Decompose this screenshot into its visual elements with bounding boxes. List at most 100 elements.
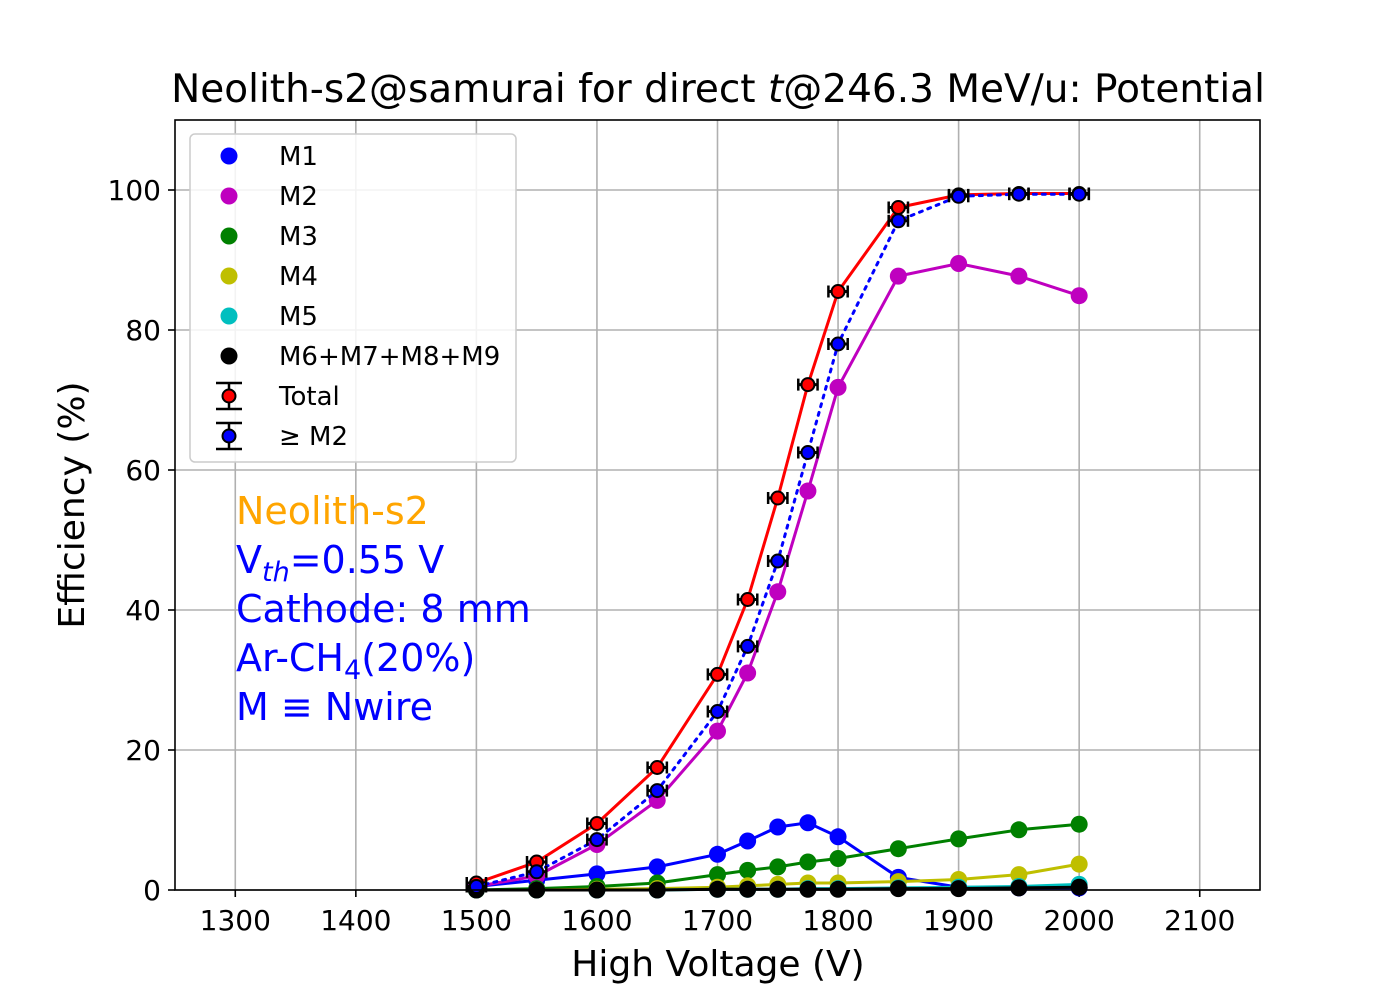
- data-point: [830, 284, 846, 299]
- data-point: [799, 814, 817, 832]
- series-line: [474, 192, 1081, 888]
- data-point: [1010, 879, 1028, 897]
- data-point: [1070, 878, 1088, 896]
- data-point: [829, 378, 847, 396]
- legend-marker: [220, 347, 238, 365]
- chart-title-suffix: @246.3 MeV/u: Potential: [783, 67, 1265, 112]
- x-tick-label: 2000: [1044, 904, 1115, 937]
- data-point: [829, 828, 847, 846]
- data-point: [889, 267, 907, 285]
- legend-label: M5: [279, 302, 318, 332]
- x-tick-label: 1300: [200, 904, 271, 937]
- annotation-threshold: Vth=0.55 V: [236, 538, 444, 588]
- legend-item: ≥ M2: [216, 421, 348, 452]
- legend-item: M6+M7+M8+M9: [220, 342, 500, 372]
- y-tick-label: 60: [125, 454, 161, 487]
- data-point: [709, 845, 726, 863]
- data-point: [739, 861, 757, 879]
- legend-label: Total: [278, 382, 340, 412]
- legend: M1 M2 M3 M4 M5 M6+M7+M8+M9 Total ≥ M2: [189, 133, 517, 463]
- data-point: [1070, 287, 1088, 305]
- y-tick-label: 0: [143, 874, 161, 907]
- x-tick-label: 1800: [802, 904, 873, 937]
- legend-item: Total: [216, 381, 340, 412]
- series--m2: [465, 186, 1091, 894]
- data-point: [589, 832, 605, 848]
- data-point: [649, 783, 665, 799]
- data-point: [950, 255, 968, 272]
- legend-item: M3: [220, 222, 318, 252]
- data-point: [468, 879, 484, 894]
- data-point: [769, 583, 787, 601]
- x-tick-label: 1900: [923, 904, 994, 937]
- data-point: [1010, 821, 1028, 839]
- legend-label: M6+M7+M8+M9: [279, 342, 500, 372]
- annotation-gas-main: Ar-CH: [236, 636, 344, 680]
- data-point: [950, 880, 968, 898]
- series-total: [465, 186, 1091, 891]
- legend-item: M2: [220, 182, 318, 212]
- series-m2: [467, 255, 1088, 895]
- data-point: [1010, 866, 1028, 884]
- annotation-detector: Neolith-s2: [236, 489, 429, 533]
- data-point: [800, 377, 816, 393]
- x-tick-label: 1700: [682, 904, 753, 937]
- data-point: [890, 200, 906, 215]
- legend-marker: [220, 227, 238, 245]
- data-point: [588, 865, 606, 883]
- x-axis-ticks: 1300 1400 1500 1600 1700 1800 1900 2000 2100: [200, 890, 1235, 937]
- y-tick-label: 80: [125, 314, 161, 347]
- data-point: [770, 553, 786, 569]
- data-point: [739, 664, 757, 682]
- data-series: [465, 186, 1091, 899]
- data-point: [889, 880, 907, 898]
- legend-item: M1: [220, 142, 318, 172]
- data-point: [710, 704, 725, 719]
- legend-label: M2: [279, 182, 318, 212]
- x-tick-label: 1400: [320, 904, 391, 937]
- annotation-threshold-main: V: [236, 538, 262, 582]
- data-point: [740, 592, 756, 607]
- data-point: [1011, 186, 1027, 202]
- data-point: [1070, 815, 1088, 833]
- data-point: [890, 213, 906, 229]
- legend-label: M1: [279, 142, 318, 172]
- plot-frame: [174, 119, 1261, 891]
- annotation-gas-rest: (20%): [361, 636, 475, 680]
- data-point: [709, 722, 726, 740]
- legend-item: M5: [220, 302, 318, 332]
- x-axis-label: High Voltage (V): [571, 944, 864, 985]
- data-point: [709, 866, 726, 884]
- annotation-threshold-rest: =0.55 V: [290, 538, 445, 582]
- chart-title-prefix: Neolith-s2@samurai for direct: [171, 67, 768, 112]
- legend-marker: [220, 307, 238, 325]
- legend-marker: [221, 428, 237, 444]
- x-tick-label: 2100: [1164, 904, 1235, 937]
- annotation-gas-sub: 4: [344, 655, 361, 686]
- data-point: [739, 832, 757, 850]
- data-point: [889, 840, 907, 858]
- legend-box: [189, 133, 517, 463]
- series-line: [476, 261, 1080, 888]
- data-point: [648, 858, 666, 876]
- data-point: [1010, 267, 1028, 285]
- data-point: [589, 816, 605, 831]
- y-axis-ticks: 0 20 40 60 80 100: [108, 174, 175, 907]
- data-point: [951, 188, 967, 204]
- data-point: [1071, 186, 1087, 202]
- chart-title: Neolith-s2@samurai for direct t@246.3 Me…: [171, 67, 1265, 112]
- data-point: [800, 445, 816, 460]
- legend-marker: [220, 147, 238, 165]
- data-point: [769, 818, 787, 836]
- series-m6-m7-m8-m9: [467, 878, 1088, 899]
- annotations: Neolith-s2 Vth=0.55 V Cathode: 8 mm Ar-C…: [236, 489, 531, 729]
- data-point: [529, 864, 545, 880]
- annotation-cathode: Cathode: 8 mm: [236, 587, 531, 631]
- legend-label: M4: [279, 262, 318, 292]
- x-tick-label: 1600: [561, 904, 632, 937]
- annotation-gas: Ar-CH4(20%): [236, 636, 475, 686]
- data-point: [710, 666, 725, 682]
- x-tick-label: 1500: [441, 904, 512, 937]
